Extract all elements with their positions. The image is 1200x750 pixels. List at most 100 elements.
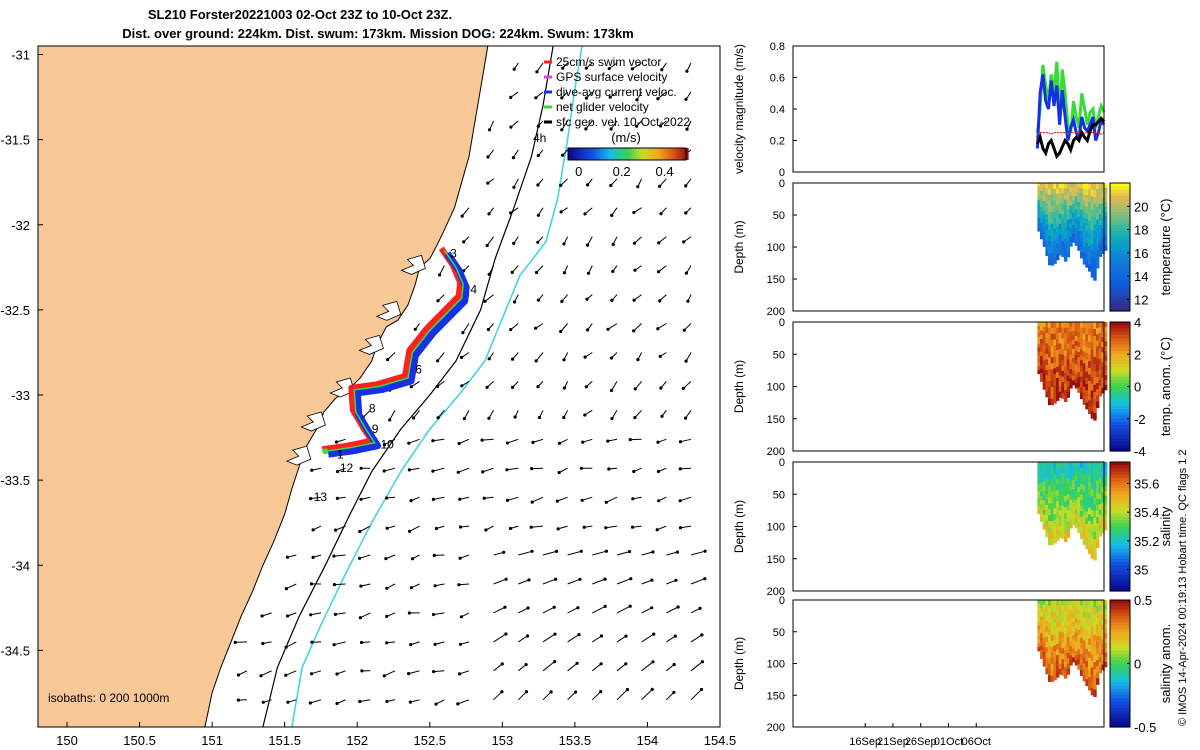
heatmap-cell [1040,620,1044,626]
heatmap-cell [1058,467,1063,474]
heatmap-cell [1048,532,1052,540]
heatmap-cell [1069,618,1073,624]
heatmap-cell [1064,216,1068,223]
vector-arrow [285,641,297,648]
vector-head [609,183,613,188]
vector-arrow [611,410,618,419]
heatmap-cell [1093,398,1097,407]
vector-head [562,358,566,362]
vector-head [457,583,461,587]
vector-arrow [439,265,445,276]
vector-head [460,355,464,359]
heatmap-cell [1058,370,1063,377]
heatmap-cell [1042,196,1047,202]
heatmap-cell [1061,472,1065,479]
vector-head [260,614,264,618]
heatmap-cell [1077,322,1081,328]
heatmap-cell [1104,609,1108,615]
colorbar-cell [1110,298,1130,302]
colorbar-cell [1110,325,1130,329]
heatmap-cell [1058,244,1063,251]
heatmap-cell [1101,198,1105,204]
colorbar-cell [1110,628,1130,633]
heatmap-cell [1088,258,1092,266]
heatmap-cell [1053,345,1057,352]
vector-head [502,550,506,554]
heatmap-cell [1069,232,1073,238]
colorbar-cell [1110,558,1130,563]
heatmap-cell [1045,526,1049,532]
vector-arrow [558,525,568,530]
heatmap-cell [1080,252,1084,259]
heatmap-cell [1050,634,1055,642]
heatmap-cell [1085,396,1089,404]
heatmap-cell [1042,237,1047,243]
vector-head [308,701,312,705]
heatmap-cell [1101,634,1105,641]
colorbar-cell [598,148,601,160]
colorbar-cell [1110,536,1130,540]
vector-head [509,125,513,129]
heatmap-cell [1050,485,1055,493]
heatmap-cell [1040,334,1044,340]
heatmap-cell [1093,668,1097,677]
heatmap-cell [1077,649,1081,655]
heatmap-cell [1058,526,1063,533]
heatmap-cell [1096,255,1100,263]
heatmap-cell [1082,200,1087,207]
heatmap-cell [1056,361,1060,368]
heatmap-cell [1104,520,1108,526]
heatmap-cell [1061,338,1065,345]
heatmap-cell [1077,357,1081,363]
heatmap-cell [1048,497,1052,504]
heatmap-cell [1098,390,1103,397]
heatmap-cell [1072,608,1076,614]
heatmap-cell [1045,472,1049,479]
heatmap-cell [1077,342,1081,348]
map-colorbar: (m/s)0 0.2 0.4 [567,130,689,179]
heatmap-cell [1037,333,1041,338]
heatmap-cell [1098,251,1103,257]
heatmap-cell [1066,467,1071,474]
map-x-tick-label: 152.5 [414,733,447,748]
vector-arrow [518,607,529,614]
heatmap-cell [1088,606,1092,614]
colorbar-tick-label: -4 [1134,444,1146,459]
heatmap-cell [1082,462,1087,469]
heatmap-cell [1093,641,1097,649]
heatmap-cell [1050,611,1055,618]
heatmap-cell [1104,510,1108,516]
heatmap-cell [1072,626,1076,632]
heatmap-y-tick-label: 50 [773,349,785,361]
vector-arrow [408,438,420,444]
heatmap-cell [1074,462,1079,468]
heatmap-cell [1072,233,1076,239]
vector-head [698,606,702,610]
heatmap-cell [1082,491,1087,498]
heatmap-cell [1104,375,1108,381]
heatmap-cell [1042,509,1047,516]
heatmap-cell [1101,624,1105,631]
credit-text: © IMOS 14-Apr-2024 00:19:13 Hobart time.… [1177,449,1189,726]
heatmap-cell [1040,645,1044,651]
heatmap-cell [1037,465,1041,470]
heatmap-cell [1048,640,1052,647]
heatmap-cell [1101,377,1105,384]
heatmap-cell [1053,240,1057,247]
heatmap-cell [1042,618,1047,625]
heatmap-cell [1077,245,1081,251]
vector-head [504,577,508,581]
colorbar-cell [1110,701,1130,706]
heatmap-cell [1090,256,1095,265]
vector-arrow [310,612,322,616]
heatmap-cell [1085,231,1089,238]
heatmap-cell [1066,246,1071,253]
heatmap-cell [1040,508,1044,514]
vector-head [672,690,676,695]
heatmap-cell [1045,386,1049,392]
heatmap-cell [1037,607,1041,612]
vector-arrow [493,578,507,585]
heatmap-cell [1082,532,1087,539]
heatmap-cell [1090,263,1095,271]
heatmap-cell [1058,193,1063,199]
